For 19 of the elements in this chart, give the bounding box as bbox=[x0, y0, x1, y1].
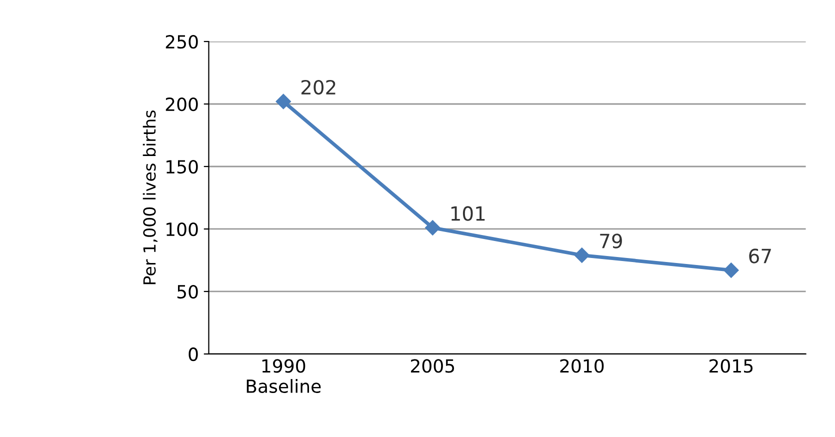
y-tick-label: 100 bbox=[166, 222, 198, 236]
point bbox=[574, 248, 590, 263]
data-label: 101 bbox=[451, 206, 485, 221]
point bbox=[276, 94, 291, 110]
data-label: 202 bbox=[301, 80, 336, 95]
point bbox=[724, 262, 739, 278]
y-tick-label: 0 bbox=[188, 347, 198, 362]
y-axis-title: Per 1,000 lives births bbox=[142, 110, 158, 284]
y-tick-label: 150 bbox=[166, 160, 198, 174]
point bbox=[425, 220, 440, 236]
data-label: 67 bbox=[749, 248, 771, 264]
y-tick-label: 50 bbox=[177, 284, 198, 299]
x-tick-label: 2010 bbox=[560, 359, 604, 373]
data-label: 79 bbox=[600, 234, 622, 248]
x-tick-label: 1990 Baseline bbox=[246, 359, 321, 394]
y-tick-label: 200 bbox=[166, 97, 198, 112]
x-tick-label: 2015 bbox=[709, 359, 753, 373]
y-tick-label: 250 bbox=[166, 34, 198, 49]
x-tick-label: 2005 bbox=[410, 359, 454, 373]
